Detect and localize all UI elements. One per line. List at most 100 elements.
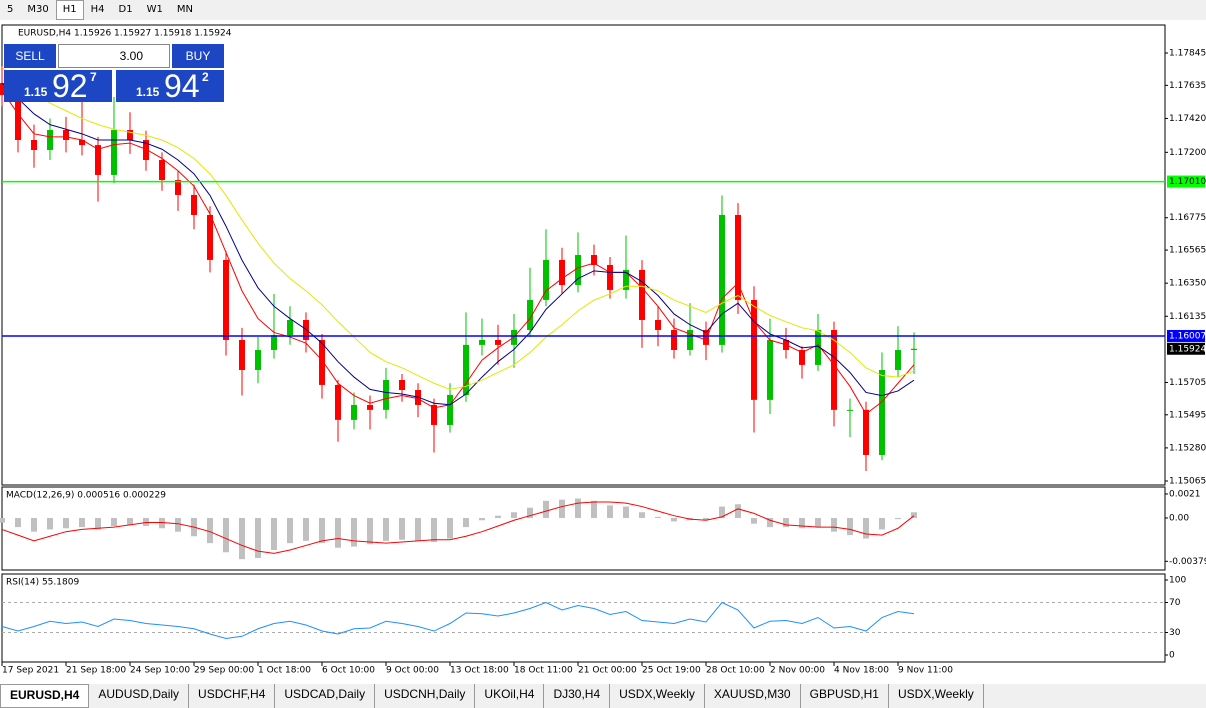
level-label-bg <box>1167 329 1205 342</box>
y-tick-label: 100 <box>1169 576 1186 586</box>
timeframe-button[interactable]: MN <box>176 4 193 15</box>
y-tick-label: 1.15705 <box>1169 378 1206 388</box>
macd-bar <box>271 517 277 550</box>
macd-bar <box>383 517 389 541</box>
candle-body <box>79 140 85 146</box>
time-label: 18 Oct 11:00 <box>514 666 573 676</box>
macd-bar <box>575 498 581 518</box>
macd-bar <box>431 517 437 542</box>
macd-bar <box>799 517 805 529</box>
time-label: 2 Nov 00:00 <box>770 666 825 676</box>
chart-tab[interactable]: UKOil,H4 <box>475 684 545 708</box>
y-tick-label: 1.17635 <box>1169 81 1206 91</box>
macd-bar <box>543 500 549 518</box>
y-tick-label: 1.15495 <box>1169 410 1206 420</box>
chart-tab[interactable]: USDCAD,Daily <box>275 684 376 708</box>
time-label: 28 Oct 10:00 <box>706 666 765 676</box>
chart-tab[interactable]: GBPUSD,H1 <box>801 684 889 708</box>
macd-bar <box>767 517 773 528</box>
candle-body <box>607 265 613 290</box>
time-label: 13 Oct 18:00 <box>450 666 509 676</box>
candle-body <box>767 339 773 400</box>
candle-body <box>847 409 853 411</box>
chart-tab[interactable]: XAUUSD,M30 <box>705 684 801 708</box>
panel-frame <box>1 486 1166 571</box>
candle-body <box>655 319 661 330</box>
macd-bar <box>831 517 837 532</box>
candle-body <box>591 255 597 266</box>
candle-body <box>911 348 917 350</box>
timeframe-toolbar: 5 M30 H1 H4 D1 W1 MN <box>0 0 200 20</box>
macd-bar <box>655 516 661 518</box>
sell-button[interactable]: SELL <box>4 44 56 68</box>
chart-tab[interactable]: AUDUSD,Daily <box>89 684 190 708</box>
chart-area: 1.17845 1.17635 1.17420 1.17200 1.16775 1.165… <box>0 20 1206 684</box>
candle-body <box>95 145 101 175</box>
ask-price: 1.15 94 2 <box>116 68 224 104</box>
y-tick-label: 1.17420 <box>1169 114 1206 124</box>
time-label: 24 Sep 10:00 <box>130 666 190 676</box>
timeframe-button[interactable]: 5 <box>7 4 14 15</box>
panel-frame <box>1 573 1166 663</box>
candle-body <box>255 349 261 370</box>
macd-bar <box>735 504 741 518</box>
macd-bar <box>511 512 517 518</box>
timeframe-button[interactable]: D1 <box>118 4 133 15</box>
bid-pip: 7 <box>90 70 97 84</box>
macd-bar <box>863 517 869 539</box>
macd-bar <box>319 517 325 544</box>
candle-body <box>863 409 869 455</box>
timeframe-button[interactable]: H1 <box>55 0 84 20</box>
candle-body <box>575 255 581 286</box>
trade-panel: SELL 3.00 BUY 1.15 92 7 1.15 94 2 <box>4 44 224 104</box>
macd-bar <box>751 517 757 524</box>
macd-bar <box>239 517 245 560</box>
timeframe-button[interactable]: H4 <box>90 4 105 15</box>
candle-body <box>543 259 549 300</box>
buy-button[interactable]: BUY <box>172 44 224 68</box>
indicator-line <box>1 82 915 406</box>
macd-bar <box>111 517 117 526</box>
y-tick-label: 1.16775 <box>1169 213 1206 223</box>
indicator-line <box>1 67 915 390</box>
macd-bar <box>559 499 565 518</box>
macd-bar <box>815 517 821 528</box>
candle-body <box>815 329 821 365</box>
candle-body <box>383 380 389 410</box>
chart-tab[interactable]: USDX,Weekly <box>610 684 705 708</box>
bid-big: 1.15 <box>24 85 48 99</box>
lots-input[interactable]: 3.00 <box>58 44 170 68</box>
candle-body <box>351 404 357 420</box>
macd-bar <box>15 517 21 528</box>
chart-tab[interactable]: USDX,Weekly <box>889 684 984 708</box>
timeframe-button[interactable]: W1 <box>146 4 163 15</box>
level-label: 1.16007 <box>1169 331 1206 341</box>
macd-bar <box>479 517 485 521</box>
chart-tabs: EURUSD,H4 AUDUSD,Daily USDCHF,H4 USDCAD,Dai… <box>0 684 1206 708</box>
level-label: 1.17010 <box>1169 177 1206 187</box>
macd-bar <box>47 517 53 530</box>
macd-bar <box>639 512 645 518</box>
macd-bar <box>79 517 85 528</box>
macd-bar <box>879 517 885 530</box>
y-tick-label: -0.003790 <box>1169 557 1206 567</box>
candle-body <box>447 394 453 425</box>
macd-bar <box>303 517 309 541</box>
chart-tab[interactable]: DJ30,H4 <box>544 684 611 708</box>
candle-body <box>671 329 677 350</box>
candle-body <box>639 269 645 320</box>
candle-body <box>127 129 133 140</box>
macd-bar <box>623 506 629 518</box>
time-label: 9 Oct 00:00 <box>386 666 439 676</box>
macd-bar <box>415 517 421 541</box>
macd-bar <box>783 517 789 528</box>
timeframe-button[interactable]: M30 <box>27 4 49 15</box>
chart-tab[interactable]: USDCHF,H4 <box>189 684 276 708</box>
candle-body <box>719 214 725 345</box>
chart-tab[interactable]: USDCNH,Daily <box>375 684 476 708</box>
macd-bar <box>223 517 229 553</box>
chart-tab[interactable]: EURUSD,H4 <box>0 684 90 708</box>
macd-bar <box>399 517 405 540</box>
candle-body <box>703 329 709 345</box>
y-tick-label: 1.16565 <box>1169 246 1206 256</box>
